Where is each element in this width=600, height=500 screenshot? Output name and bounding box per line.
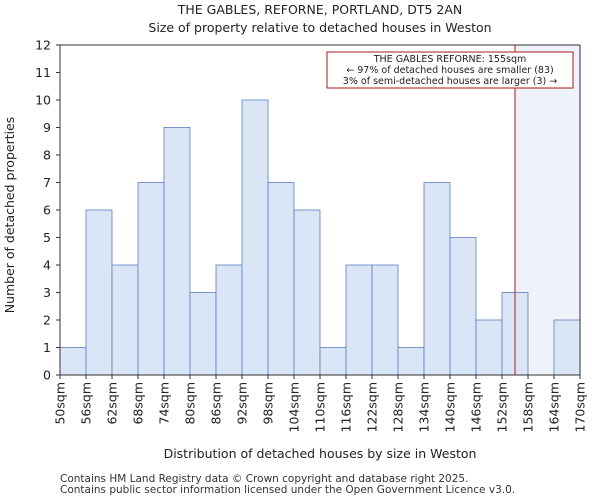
bar [267,182,295,376]
y-tick-label: 2 [43,313,51,328]
bar [189,292,217,376]
bar [137,182,165,376]
bar [111,264,139,376]
x-tick-label: 110sqm [313,382,328,432]
x-tick-label: 134sqm [417,382,432,432]
x-tick-label: 122sqm [365,382,380,432]
y-tick-label: 7 [43,175,51,190]
x-axis-label: Distribution of detached houses by size … [164,446,477,461]
y-axis-label: Number of detached properties [2,117,17,314]
x-tick-label: 164sqm [547,382,562,432]
x-tick-label: 68sqm [131,382,146,425]
y-tick-label: 12 [35,38,51,53]
x-tick-label: 80sqm [183,382,198,425]
y-tick-label: 9 [43,120,51,135]
x-tick-label: 56sqm [79,382,94,425]
y-tick-label: 6 [43,203,51,218]
x-tick-label: 152sqm [495,382,510,432]
x-tick-label: 98sqm [261,382,276,425]
bar [397,347,425,376]
x-tick-label: 62sqm [105,382,120,425]
bar [85,209,113,376]
annotation-text: THE GABLES REFORNE: 155sqm [373,54,527,65]
bar [163,127,191,376]
x-tick-label: 104sqm [287,382,302,432]
x-tick-label: 170sqm [573,382,588,432]
y-tick-label: 11 [35,65,51,80]
y-tick-label: 8 [43,148,51,163]
bar [449,237,477,376]
x-tick-label: 50sqm [53,382,68,425]
bar [423,182,451,376]
x-tick-label: 74sqm [157,382,172,425]
annotation-box [326,51,574,89]
x-tick-label: 140sqm [443,382,458,432]
chart-subtitle: Size of property relative to detached ho… [148,20,491,35]
y-tick-label: 1 [43,340,51,355]
bar [553,319,581,376]
y-tick-label: 3 [43,285,51,300]
x-tick-label: 158sqm [521,382,536,432]
y-tick-label: 4 [43,258,51,273]
y-tick-label: 0 [43,368,51,383]
bar [215,264,243,376]
x-tick-label: 146sqm [469,382,484,432]
x-tick-label: 86sqm [209,382,224,425]
bar [319,347,347,376]
annotation-text: ← 97% of detached houses are smaller (83… [346,65,553,76]
x-tick-label: 92sqm [235,382,250,425]
chart-title: THE GABLES, REFORNE, PORTLAND, DT5 2AN [177,2,463,17]
footer-attribution-2: Contains public sector information licen… [60,484,516,496]
annotation-text: 3% of semi-detached houses are larger (3… [343,76,557,87]
bar [59,347,87,376]
y-tick-label: 10 [35,93,51,108]
footer-attribution-1: Contains HM Land Registry data © Crown c… [60,473,469,485]
x-tick-label: 128sqm [391,382,406,432]
bar [345,264,373,376]
y-tick-label: 5 [43,230,51,245]
bar [475,319,503,376]
x-tick-label: 116sqm [339,382,354,432]
bar [241,99,269,376]
bar [293,209,321,376]
bar [371,264,399,376]
